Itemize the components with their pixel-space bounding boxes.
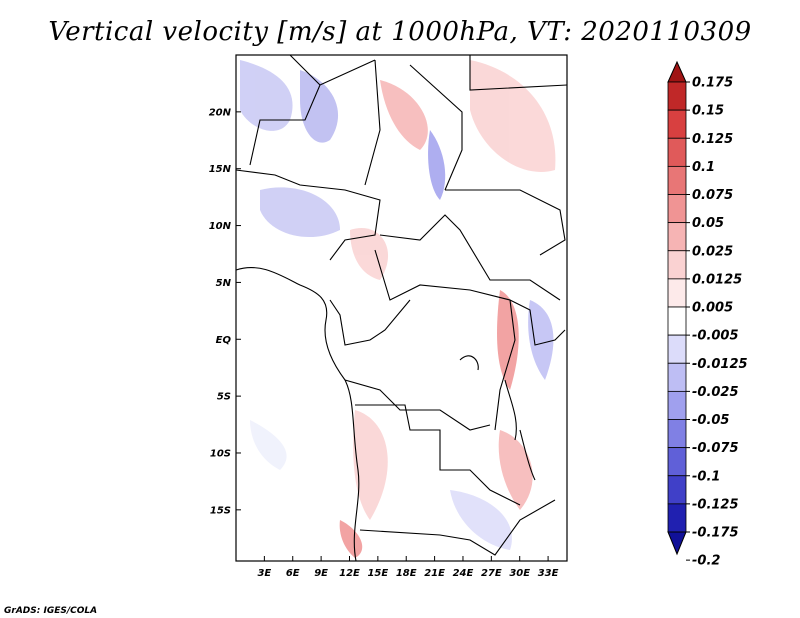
colorbar-label: -0.0125 xyxy=(692,357,748,372)
colorbar-swatch xyxy=(667,222,687,252)
colorbar-swatch xyxy=(667,81,687,111)
colorbar-label: -0.005 xyxy=(692,329,739,344)
x-tick-label: 30E xyxy=(509,568,530,579)
chart-title: Vertical velocity [m/s] at 1000hPa, VT: … xyxy=(48,17,751,47)
x-tick-label: 21E xyxy=(424,568,445,579)
colorbar-label: -0.1 xyxy=(692,469,720,484)
y-tick-label: 5N xyxy=(216,278,232,289)
colorbar-label: 0.025 xyxy=(692,244,733,259)
colorbar-swatch xyxy=(667,250,687,280)
y-axis: 20N 15N 10N 5N EQ 5S 10S 15S xyxy=(209,107,241,516)
x-axis: 3E 6E 9E 12E 15E 18E 21E 24E 27E 30E 33E xyxy=(257,556,559,579)
colorbar-swatch xyxy=(667,194,687,224)
colorbar-swatch xyxy=(667,531,687,556)
colorbar-label: 0.05 xyxy=(692,216,724,231)
colorbar-label: -0.05 xyxy=(692,413,729,428)
colorbar-label: 0.0125 xyxy=(692,272,742,287)
y-tick-label: 15N xyxy=(209,164,232,175)
x-tick-label: 24E xyxy=(453,568,474,579)
colorbar-label: -0.075 xyxy=(692,441,739,456)
colorbar-swatch xyxy=(667,447,687,477)
colorbar: 0.175 0.15 0.125 0.1 0.075 0.05 0.025 0.0125 0.0… xyxy=(667,60,748,569)
colorbar-swatch xyxy=(667,109,687,139)
x-tick-label: 3E xyxy=(257,568,271,579)
colorbar-label: 0.175 xyxy=(692,76,733,91)
x-tick-label: 9E xyxy=(314,568,328,579)
x-tick-label: 12E xyxy=(339,568,360,579)
plot-frame xyxy=(235,54,568,562)
y-tick-label: 5S xyxy=(217,392,231,403)
colorbar-swatch xyxy=(667,60,687,83)
x-tick-label: 15E xyxy=(367,568,388,579)
x-tick-label: 33E xyxy=(538,568,559,579)
colorbar-swatch xyxy=(667,419,687,449)
colorbar-label: 0.1 xyxy=(692,160,715,175)
colorbar-swatch xyxy=(667,362,687,392)
colorbar-swatch xyxy=(667,390,687,420)
y-tick-label: 10S xyxy=(210,448,231,459)
colorbar-swatch xyxy=(667,503,687,533)
colorbar-swatch xyxy=(667,306,687,336)
colorbar-label: 0.005 xyxy=(692,301,733,316)
y-tick-label: EQ xyxy=(216,335,232,346)
velocity-field xyxy=(240,60,556,558)
colorbar-swatch xyxy=(667,475,687,505)
grads-credit: GrADS: IGES/COLA xyxy=(4,606,97,616)
colorbar-label: -0.025 xyxy=(692,385,739,400)
colorbar-swatch xyxy=(667,334,687,364)
colorbar-label: 0.075 xyxy=(692,188,733,203)
y-tick-label: 10N xyxy=(209,221,232,232)
colorbar-label: -0.2 xyxy=(692,554,720,569)
colorbar-swatch xyxy=(667,278,687,308)
colorbar-label: -0.125 xyxy=(692,497,739,512)
x-tick-label: 18E xyxy=(396,568,417,579)
y-tick-label: 20N xyxy=(209,107,232,118)
map-plot-area xyxy=(235,54,568,562)
x-tick-label: 27E xyxy=(481,568,502,579)
colorbar-label: -0.175 xyxy=(692,526,739,541)
colorbar-label: 0.15 xyxy=(692,104,724,119)
colorbar-label: 0.125 xyxy=(692,132,733,147)
y-tick-label: 15S xyxy=(210,505,231,516)
colorbar-swatch xyxy=(667,137,687,167)
x-tick-label: 6E xyxy=(286,568,300,579)
coastline-boundaries xyxy=(235,54,568,562)
colorbar-swatch xyxy=(667,165,687,195)
